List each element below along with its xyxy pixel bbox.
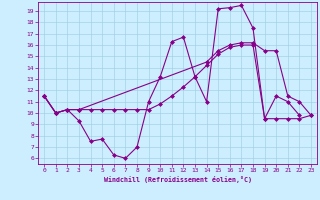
X-axis label: Windchill (Refroidissement éolien,°C): Windchill (Refroidissement éolien,°C) (104, 176, 252, 183)
